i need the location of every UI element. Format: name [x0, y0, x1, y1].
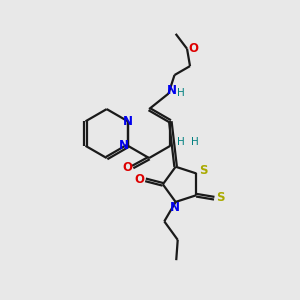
Text: O: O	[188, 42, 198, 55]
Text: N: N	[169, 201, 179, 214]
Text: H: H	[178, 136, 185, 147]
Text: O: O	[122, 161, 132, 174]
Text: S: S	[216, 191, 224, 204]
Text: O: O	[134, 173, 145, 186]
Text: N: N	[123, 115, 133, 128]
Text: N: N	[119, 139, 129, 152]
Text: H: H	[191, 136, 199, 147]
Text: H: H	[177, 88, 185, 98]
Text: S: S	[199, 164, 207, 177]
Text: N: N	[167, 84, 176, 97]
